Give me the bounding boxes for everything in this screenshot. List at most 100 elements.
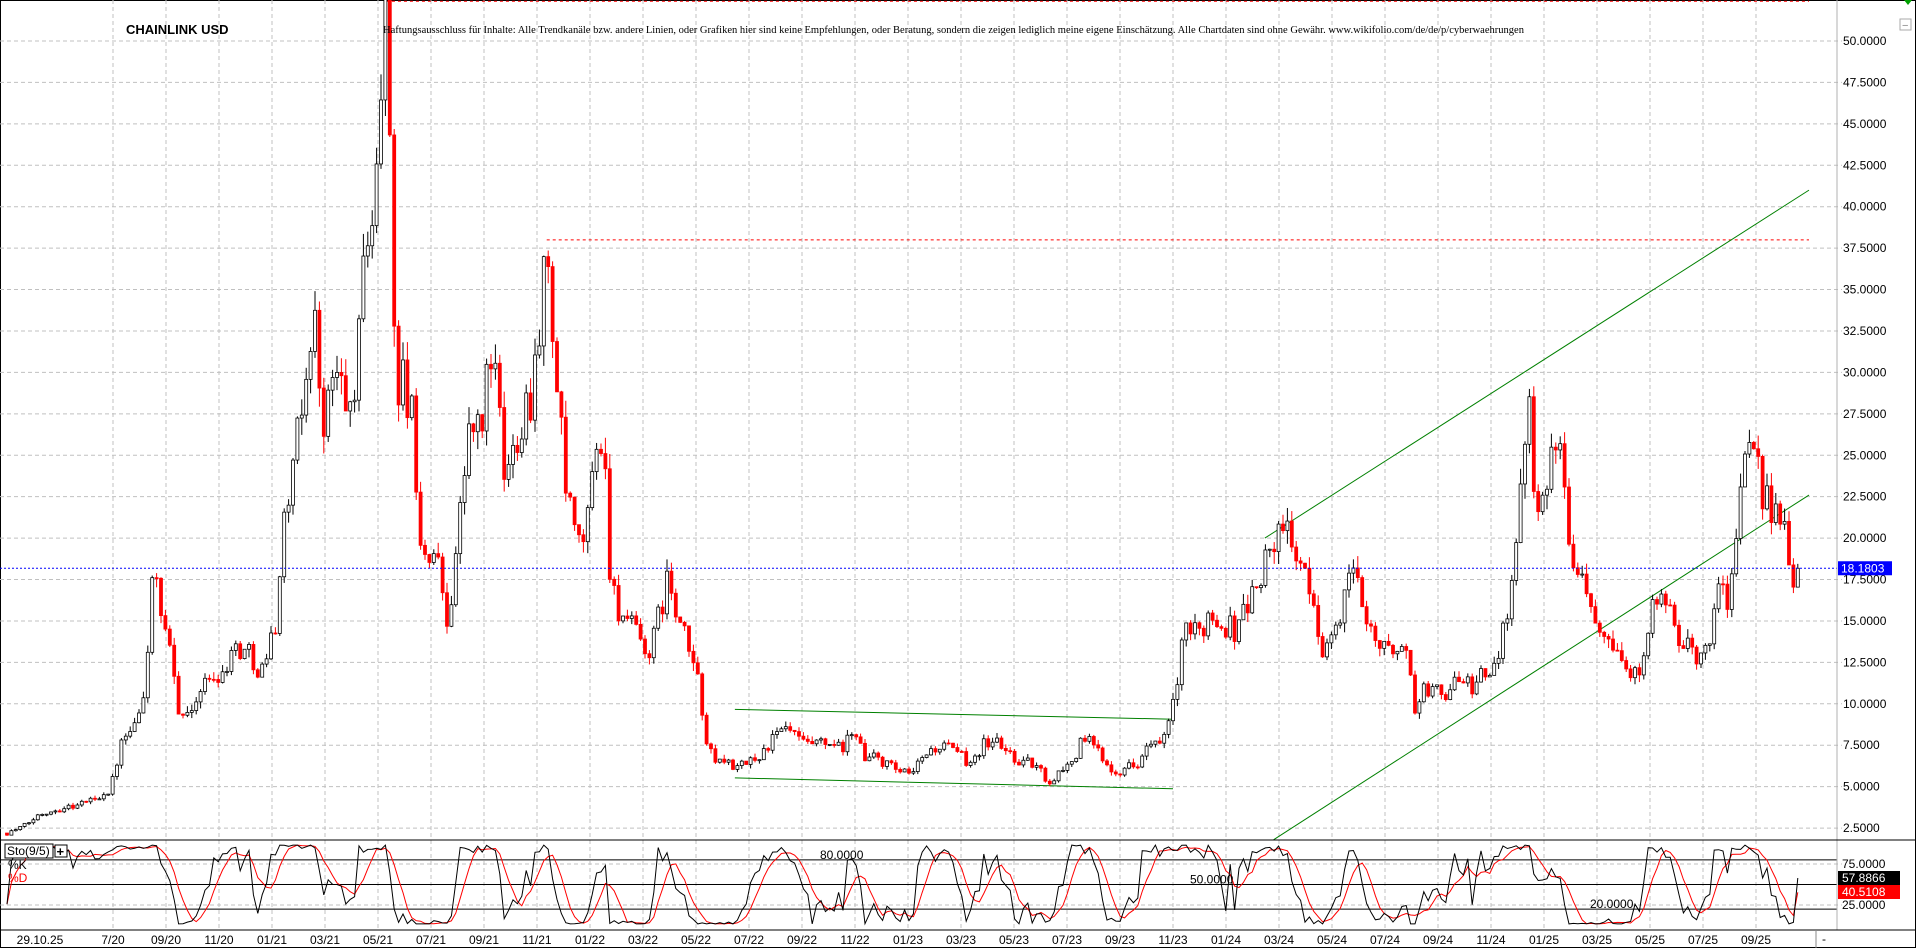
candle-down bbox=[1039, 764, 1043, 773]
candle-down bbox=[1602, 630, 1607, 644]
candle-down bbox=[211, 672, 216, 683]
candle-body bbox=[1074, 757, 1079, 762]
candle-up bbox=[1021, 756, 1026, 768]
candle-up bbox=[1505, 613, 1510, 631]
candle-body bbox=[1523, 443, 1527, 485]
trend-lower-line[interactable] bbox=[1273, 494, 1810, 841]
candle-body bbox=[726, 759, 731, 763]
candle-body bbox=[1769, 485, 1774, 523]
candle-body bbox=[995, 737, 999, 743]
candle-down bbox=[1215, 614, 1219, 628]
candle-body bbox=[1619, 650, 1624, 661]
scroll-button[interactable]: - bbox=[1822, 932, 1826, 946]
candle-down bbox=[722, 754, 727, 765]
candle-down bbox=[858, 733, 863, 744]
candle-up bbox=[1509, 574, 1514, 627]
candle-body bbox=[1782, 521, 1787, 525]
candle-body bbox=[607, 468, 612, 580]
candle-body bbox=[757, 759, 762, 762]
candle-down bbox=[1562, 432, 1567, 499]
candle-up bbox=[1703, 643, 1708, 660]
candle-down bbox=[1043, 766, 1048, 783]
range-upper-line[interactable] bbox=[734, 708, 1174, 720]
candle-body bbox=[572, 496, 577, 526]
candle-body bbox=[1765, 485, 1769, 510]
candle-down bbox=[1118, 773, 1123, 778]
candle-down bbox=[255, 668, 260, 679]
candle-up bbox=[981, 734, 986, 759]
candle-body bbox=[273, 632, 278, 635]
candle-body bbox=[418, 491, 423, 546]
candle-down bbox=[1791, 558, 1796, 594]
candle-down bbox=[1131, 758, 1136, 769]
candle-body bbox=[1223, 627, 1228, 638]
k-value-label: 57.8866 bbox=[1842, 871, 1886, 885]
candle-down bbox=[1289, 511, 1294, 553]
candle-body bbox=[304, 378, 309, 416]
candle-up bbox=[665, 559, 669, 620]
candle-up bbox=[1479, 665, 1483, 683]
candles bbox=[5, 0, 1800, 836]
candle-down bbox=[392, 128, 397, 347]
date-tick-label: 11/21 bbox=[522, 933, 551, 947]
candle-down bbox=[1320, 632, 1325, 658]
candle-up bbox=[942, 740, 947, 752]
price-tick-label: 32.5000 bbox=[1843, 324, 1887, 338]
range-lower-line[interactable] bbox=[734, 777, 1174, 790]
candle-body bbox=[1285, 520, 1290, 532]
candle-body bbox=[1047, 780, 1052, 785]
candle-up bbox=[1659, 589, 1664, 608]
collapse-button[interactable] bbox=[1899, 18, 1912, 31]
candle-up bbox=[1127, 759, 1131, 770]
candle-body bbox=[709, 743, 713, 750]
candle-body bbox=[550, 266, 555, 342]
candle-body bbox=[1210, 612, 1215, 621]
candle-body bbox=[911, 771, 916, 774]
candle-body bbox=[286, 504, 291, 513]
candle-body bbox=[1289, 520, 1294, 548]
candle-body bbox=[27, 822, 31, 825]
candle-down bbox=[163, 609, 168, 632]
stoch-tick-75: 75.0000 bbox=[1842, 857, 1886, 871]
candle-up bbox=[533, 338, 537, 432]
trend-upper-line[interactable] bbox=[1264, 189, 1810, 539]
candle-up bbox=[88, 796, 93, 805]
candle-up bbox=[1250, 579, 1255, 615]
candle-up bbox=[937, 748, 942, 755]
candle-body bbox=[423, 544, 427, 555]
candle-body bbox=[885, 760, 889, 767]
candle-up bbox=[920, 755, 925, 764]
price-tick-label: 40.0000 bbox=[1843, 200, 1887, 214]
candle-up bbox=[348, 400, 353, 427]
candle-up bbox=[101, 792, 106, 802]
candle-up bbox=[1338, 619, 1343, 629]
add-indicator-button[interactable] bbox=[54, 844, 68, 858]
candle-down bbox=[1457, 671, 1461, 683]
candle-body bbox=[233, 643, 238, 651]
candle-body bbox=[1633, 667, 1637, 679]
indicator-name: Sto(9/5) bbox=[7, 844, 50, 858]
candle-up bbox=[106, 793, 111, 796]
candle-body bbox=[1690, 637, 1695, 648]
candle-up bbox=[1465, 673, 1470, 687]
indicator-label-box[interactable] bbox=[4, 843, 54, 859]
candle-body bbox=[1078, 737, 1083, 759]
candle-body bbox=[761, 748, 766, 761]
candle-down bbox=[471, 422, 476, 442]
candle-body bbox=[185, 712, 190, 716]
candle-body bbox=[295, 417, 300, 461]
candle-body bbox=[546, 256, 551, 268]
candle-body bbox=[255, 669, 260, 678]
candle-body bbox=[528, 392, 533, 421]
candle-body bbox=[1655, 599, 1659, 605]
stochastic-value-tags: 57.8866 40.5108 75.0000 25.0000 bbox=[1838, 857, 1900, 912]
candle-body bbox=[515, 444, 520, 453]
candle-body bbox=[990, 741, 995, 748]
candle-body bbox=[1281, 523, 1285, 532]
candle-down bbox=[876, 751, 881, 761]
disclaimer-text: Haftungsausschluss für Inhalte: Alle Tre… bbox=[383, 25, 1524, 36]
candle-body bbox=[1127, 762, 1131, 769]
candle-up bbox=[1184, 622, 1189, 647]
candle-body bbox=[1553, 446, 1558, 451]
candle-body bbox=[449, 604, 454, 627]
